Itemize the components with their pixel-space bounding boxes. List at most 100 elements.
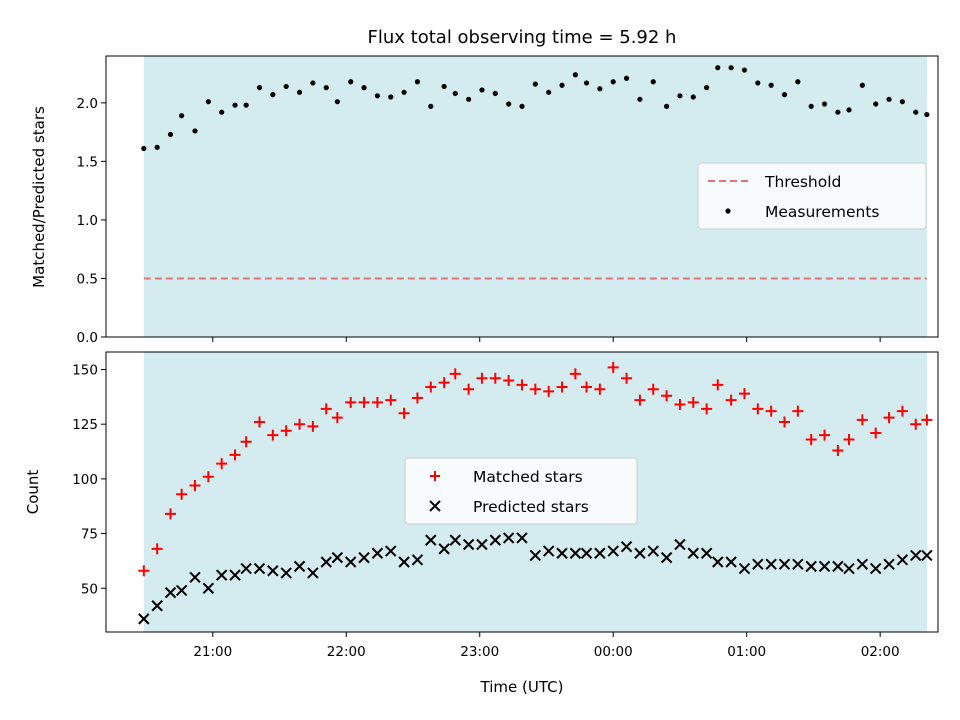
measurement-point: [428, 103, 434, 109]
measurement-point: [519, 103, 525, 109]
matched-star-point: [516, 379, 528, 391]
measurement-point: [323, 85, 329, 91]
measurement-point: [243, 102, 249, 108]
matched-star-point: [712, 379, 724, 391]
y-tick-label: 1.0: [77, 213, 98, 229]
predicted-star-point: [870, 562, 882, 575]
matched-star-point: [647, 383, 659, 395]
measurement-point: [219, 109, 225, 115]
matched-star-point: [176, 488, 188, 500]
measurement-point: [755, 80, 761, 86]
measurement-point: [572, 72, 578, 78]
matched-star-point: [674, 399, 686, 410]
measurement-point: [334, 99, 340, 105]
predicted-star-point: [529, 549, 542, 562]
x-tick-label: 02:00: [861, 644, 900, 660]
measurement-point: [637, 96, 643, 102]
measurement-point: [283, 83, 289, 90]
predicted-star-point: [267, 565, 279, 577]
matched-star-point: [765, 405, 777, 417]
predicted-star-point: [189, 571, 201, 584]
predicted-star-point: [411, 554, 424, 566]
x-tick-label: 22:00: [327, 644, 366, 660]
measurement-point: [913, 109, 919, 115]
predicted-star-point: [293, 560, 306, 573]
measurement-point: [781, 92, 788, 98]
predicted-star-point: [725, 556, 737, 568]
matched-star-point: [371, 396, 383, 408]
measurement-point: [270, 92, 276, 98]
matched-star-point: [253, 416, 265, 428]
predicted-star-point: [462, 538, 475, 551]
measurement-point: [677, 93, 683, 99]
measurement-point: [452, 90, 458, 97]
measurement-point: [741, 67, 748, 73]
predicted-star-point: [712, 556, 724, 568]
predicted-star-point: [307, 567, 319, 579]
matched-star-point: [267, 429, 279, 441]
predicted-star-point: [647, 545, 659, 557]
predicted-star-point: [921, 549, 933, 562]
measurement-point: [479, 87, 485, 93]
predicted-star-point: [425, 534, 437, 546]
matched-star-point: [896, 405, 908, 417]
measurement-point: [559, 82, 565, 88]
measurement-point: [597, 86, 603, 92]
measurement-point: [835, 109, 841, 115]
matched-star-point: [449, 368, 461, 380]
matched-star-point: [634, 394, 646, 406]
predicted-star-point: [805, 560, 817, 573]
matched-star-point: [280, 425, 292, 437]
matched-star-point: [320, 403, 332, 415]
predicted-star-point: [476, 538, 488, 551]
matched-star-point: [189, 479, 201, 491]
matched-star-point: [819, 429, 831, 441]
measurement-point: [141, 145, 147, 152]
predicted-star-point: [449, 534, 461, 546]
predicted-star-point: [331, 551, 344, 564]
measurement-point: [256, 85, 263, 91]
matched-star-point: [138, 565, 150, 577]
matched-star-point: [556, 381, 568, 393]
matched-star-point: [385, 394, 397, 406]
predicted-star-point: [856, 558, 869, 570]
measurement-point: [310, 80, 316, 86]
predicted-star-point: [607, 545, 619, 557]
predicted-star-point: [700, 547, 713, 559]
predicted-star-point: [832, 560, 844, 573]
measurement-point: [623, 75, 630, 81]
matched-stars-legend-icon: [430, 471, 440, 481]
measurement-point: [192, 128, 198, 134]
matched-star-point: [779, 416, 791, 428]
predicted-star-point: [883, 558, 895, 570]
predicted-star-point: [516, 532, 528, 544]
bottom-x-axis: 21:00 22:00 23:00 00:00 01:00 02:00: [193, 632, 900, 660]
y-tick-label: 150: [72, 363, 98, 379]
bottom-y-axis-label: Count: [24, 470, 42, 515]
measurement-point: [441, 83, 447, 90]
matched-star-point: [725, 394, 737, 406]
predicted-star-point: [371, 547, 384, 559]
matched-star-point: [345, 396, 357, 408]
matched-star-point: [543, 385, 555, 397]
matched-star-point: [569, 368, 581, 380]
matched-star-point: [202, 471, 214, 483]
predicted-star-point: [910, 549, 922, 562]
predicted-star-point: [752, 558, 764, 570]
matched-stars-series: [138, 361, 933, 577]
predicted-star-point: [151, 600, 163, 612]
matched-star-point: [687, 396, 699, 408]
predicted-star-point: [502, 532, 515, 544]
measurement-point: [205, 99, 211, 105]
predicted-star-point: [138, 613, 150, 625]
y-tick-label: 50: [81, 581, 98, 597]
threshold-legend-label: Threshold: [764, 173, 841, 191]
matched-star-point: [883, 412, 895, 424]
measurement-point: [232, 102, 238, 108]
measurements-series: [141, 65, 930, 152]
matched-star-point: [216, 458, 228, 470]
measurement-point: [768, 82, 774, 88]
matched-star-point: [581, 381, 593, 393]
predicted-star-point: [542, 545, 555, 557]
predicted-star-point: [594, 547, 606, 559]
